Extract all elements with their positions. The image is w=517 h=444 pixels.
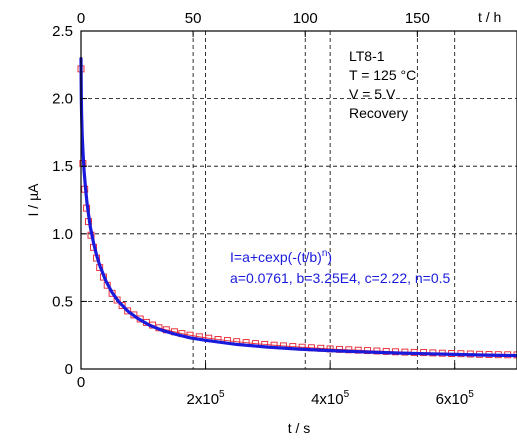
top-tick-label: 50 bbox=[185, 10, 202, 27]
data-point bbox=[124, 307, 132, 315]
y-axis-title: I / µA bbox=[25, 183, 41, 217]
y-tick-label: 1.0 bbox=[52, 226, 73, 243]
top-tick-label: 0 bbox=[77, 10, 85, 27]
fit-parameters: a=0.0761, b=3.25E4, c=2.22, n=0.5 bbox=[230, 270, 451, 286]
y-tick-label: 2.0 bbox=[52, 91, 73, 108]
fit-curve-layer bbox=[79, 57, 517, 358]
fit-annotation: I=a+cexp(-(t/b)n) a=0.0761, b=3.25E4, c=… bbox=[230, 248, 451, 286]
top-tick-label: 100 bbox=[293, 10, 318, 27]
top-axis-title: t / h bbox=[478, 9, 501, 25]
x-tick-label: 4x105 bbox=[311, 389, 350, 408]
annotation-line-3: V = 5 V bbox=[349, 86, 396, 102]
fit-curve bbox=[79, 57, 517, 358]
y-tick-label: 0 bbox=[65, 361, 73, 378]
x-tick-label: 6x105 bbox=[436, 389, 475, 408]
x-tick-label: 2x105 bbox=[187, 389, 226, 408]
y-tick-label: 1.5 bbox=[52, 158, 73, 175]
annotation-line-2: T = 125 °C bbox=[349, 67, 416, 83]
top-tick-label: 150 bbox=[405, 10, 430, 27]
fit-equation-exponent: n bbox=[322, 248, 328, 259]
y-tick-label: 0.5 bbox=[52, 293, 73, 310]
x-axis-title: t / s bbox=[288, 420, 311, 436]
data-series bbox=[77, 65, 517, 359]
data-series-line bbox=[80, 68, 517, 356]
plot-frame bbox=[80, 30, 517, 370]
data-point bbox=[118, 302, 126, 309]
y-tick-label: 2.5 bbox=[52, 23, 73, 40]
annotation-line-4: Recovery bbox=[349, 105, 408, 121]
x-tick-label: 0 bbox=[77, 374, 85, 391]
annotation-line-1: LT8-1 bbox=[349, 48, 385, 64]
fit-equation-main: I=a+cexp(-(t/b) bbox=[230, 249, 322, 265]
fit-equation-close: ) bbox=[327, 249, 332, 265]
condition-annotation: LT8-1 T = 125 °C V = 5 V Recovery bbox=[349, 48, 416, 121]
fit-equation: I=a+cexp(-(t/b)n) bbox=[230, 248, 332, 265]
grid-lines bbox=[81, 31, 517, 369]
